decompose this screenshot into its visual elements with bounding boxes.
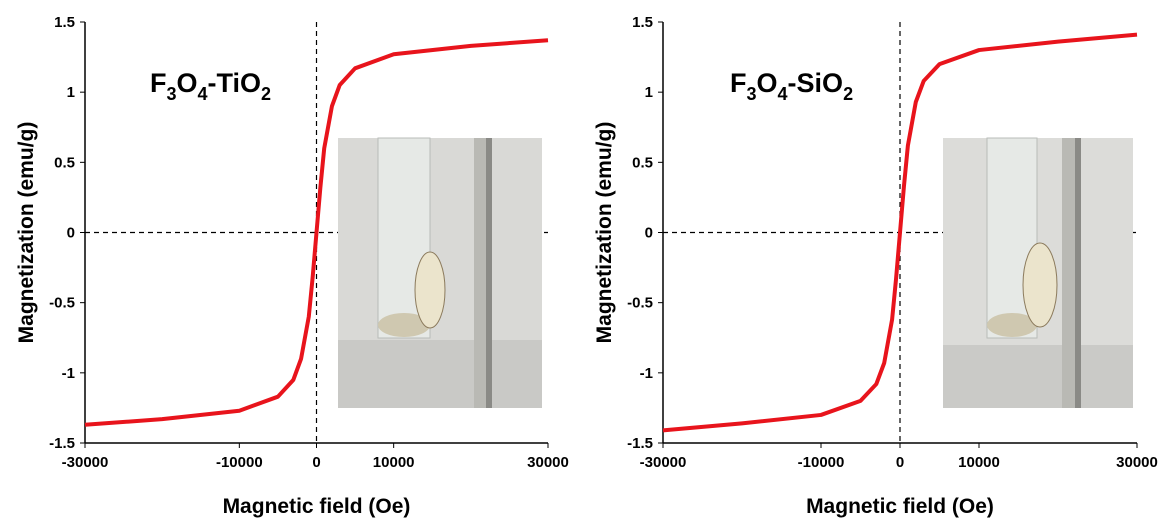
chart: -1.5 -1 -0.5 0 0.5 1 1.5 -30000 -10000 0 10000 3000…	[15, 14, 569, 518]
x-tick-label: 0	[896, 454, 904, 471]
x-tick-label: 10000	[958, 454, 1000, 471]
y-tick-label: 1.5	[54, 14, 75, 31]
y-tick-label: -0.5	[49, 295, 75, 312]
y-tick-label: 0.5	[54, 154, 75, 171]
annotation-part: -TiO	[208, 68, 262, 98]
annotation-part: F	[730, 68, 747, 98]
x-axis-label: Magnetic field (Oe)	[806, 495, 994, 518]
y-tick-label: 1.5	[632, 14, 653, 31]
y-tick-label: 0	[645, 225, 653, 242]
inset-photo	[943, 137, 1133, 408]
annotation-part: -SiO	[788, 68, 844, 98]
y-tick-label: 0.5	[632, 154, 653, 171]
chart: -1.5 -1 -0.5 0 0.5 1 1.5 -30000 -10000 0 10000 3000…	[593, 14, 1158, 518]
x-tick-label: -10000	[216, 454, 263, 471]
x-tick-label: 30000	[527, 454, 569, 471]
annotation-part: 4	[778, 84, 788, 104]
annotation-part: 3	[167, 84, 177, 104]
annotation-part: 2	[261, 84, 271, 104]
x-tick-label: 0	[312, 454, 320, 471]
annotation-part: 4	[198, 84, 208, 104]
curve	[84, 38, 549, 427]
x-tick-label: -30000	[62, 454, 109, 471]
y-tick-label: -0.5	[627, 295, 653, 312]
x-tick-label: -30000	[640, 454, 687, 471]
inset-photo	[338, 137, 542, 408]
x-tick-label: 10000	[373, 454, 415, 471]
annotation-part: 2	[843, 84, 853, 104]
annotation-part: 3	[747, 84, 757, 104]
x-axis-label: Magnetic field (Oe)	[223, 495, 411, 518]
y-tick-label: 0	[67, 225, 75, 242]
annotation-part: O	[177, 68, 198, 98]
y-tick-label: -1.5	[627, 435, 653, 452]
y-tick-label: -1	[62, 365, 75, 382]
y-axis-label: Magnetization (emu/g)	[593, 122, 616, 344]
y-tick-label: -1.5	[49, 435, 75, 452]
y-tick-label: 1	[67, 84, 75, 101]
annotation: F3O4-SiO2	[730, 68, 853, 104]
annotation-part: F	[150, 68, 167, 98]
annotation-part: O	[757, 68, 778, 98]
x-tick-label: 30000	[1116, 454, 1158, 471]
x-tick-label: -10000	[798, 454, 845, 471]
curve	[662, 32, 1138, 433]
y-axis-label: Magnetization (emu/g)	[15, 122, 38, 344]
y-tick-label: -1	[640, 365, 653, 382]
y-tick-label: 1	[645, 84, 653, 101]
annotation: F3O4-TiO2	[150, 68, 271, 104]
